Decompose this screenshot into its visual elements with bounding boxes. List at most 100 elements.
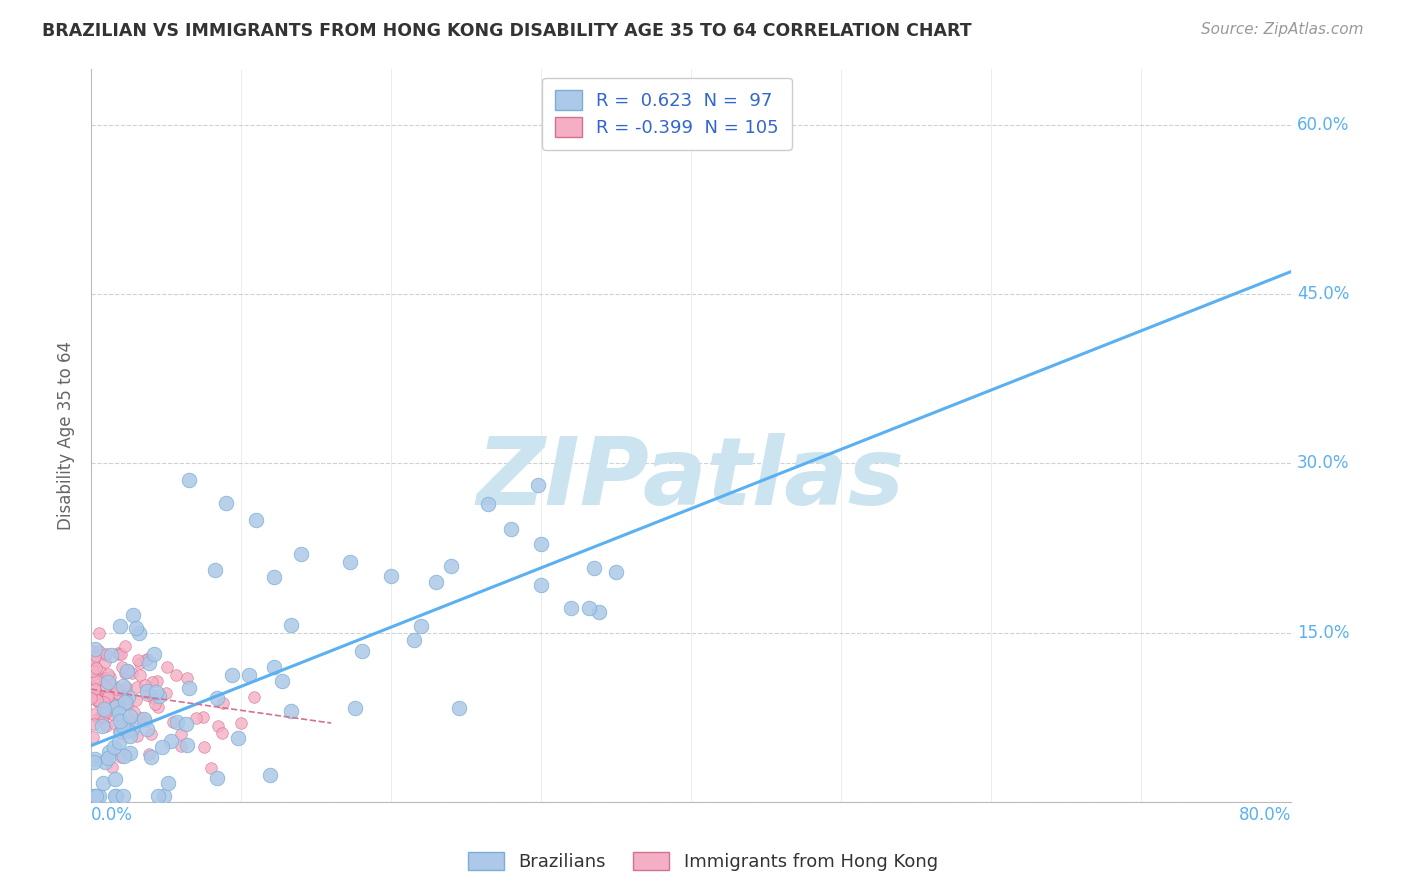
Point <box>91 776 114 790</box>
Point <box>101 760 124 774</box>
Point <box>226 731 249 745</box>
Point <box>191 710 214 724</box>
Point <box>97 689 120 703</box>
Text: 45.0%: 45.0% <box>1296 285 1350 303</box>
Point <box>121 723 143 737</box>
Text: 30.0%: 30.0% <box>1296 455 1350 473</box>
Point <box>80 691 103 706</box>
Point <box>108 619 131 633</box>
Point <box>114 695 136 709</box>
Point <box>118 714 141 729</box>
Point <box>83 717 105 731</box>
Point <box>117 724 139 739</box>
Point <box>204 563 226 577</box>
Point <box>94 655 117 669</box>
Point <box>238 667 260 681</box>
Point <box>93 671 115 685</box>
Point <box>114 639 136 653</box>
Point <box>115 717 138 731</box>
Point <box>404 632 426 647</box>
Point <box>166 714 188 729</box>
Point <box>114 688 136 702</box>
Point <box>84 661 107 675</box>
Point <box>162 714 184 729</box>
Point <box>343 701 366 715</box>
Point <box>409 619 432 633</box>
Text: BRAZILIAN VS IMMIGRANTS FROM HONG KONG DISABILITY AGE 35 TO 64 CORRELATION CHART: BRAZILIAN VS IMMIGRANTS FROM HONG KONG D… <box>42 22 972 40</box>
Point <box>94 648 117 663</box>
Point <box>104 789 127 804</box>
Point <box>80 643 103 657</box>
Point <box>89 710 111 724</box>
Point <box>125 621 148 635</box>
Point <box>112 789 135 804</box>
Point <box>142 690 165 705</box>
Point <box>94 671 117 685</box>
Point <box>86 691 108 706</box>
Point <box>84 789 107 804</box>
Point <box>86 693 108 707</box>
Point <box>83 707 105 722</box>
Point <box>97 690 120 704</box>
Text: ZIPatlas: ZIPatlas <box>477 434 905 525</box>
Point <box>582 561 605 575</box>
Point <box>83 755 105 769</box>
Point <box>101 706 124 721</box>
Point <box>98 670 121 684</box>
Point <box>93 674 115 689</box>
Point <box>176 738 198 752</box>
Point <box>141 675 163 690</box>
Point <box>110 647 132 661</box>
Point <box>108 694 131 708</box>
Point <box>97 667 120 681</box>
Point <box>117 664 139 678</box>
Point <box>530 578 553 592</box>
Point <box>290 547 312 561</box>
Point <box>155 686 177 700</box>
Point <box>127 653 149 667</box>
Point <box>170 727 193 741</box>
Point <box>110 750 132 764</box>
Point <box>91 709 114 723</box>
Text: 80.0%: 80.0% <box>1239 805 1291 823</box>
Point <box>207 771 229 785</box>
Point <box>425 574 447 589</box>
Point <box>107 647 129 661</box>
Point <box>91 706 114 720</box>
Point <box>105 686 128 700</box>
Point <box>89 693 111 707</box>
Point <box>270 674 292 689</box>
Point <box>87 690 110 705</box>
Point <box>135 653 157 667</box>
Point <box>103 739 125 754</box>
Point <box>82 668 104 682</box>
Point <box>143 697 166 711</box>
Point <box>82 664 104 678</box>
Point <box>186 711 208 725</box>
Point <box>82 661 104 675</box>
Point <box>146 673 169 688</box>
Point <box>118 709 141 723</box>
Point <box>111 660 134 674</box>
Point <box>105 681 128 696</box>
Point <box>215 496 238 510</box>
Point <box>146 700 169 714</box>
Point <box>100 648 122 663</box>
Point <box>205 691 228 706</box>
Point <box>125 693 148 707</box>
Point <box>115 664 138 678</box>
Point <box>94 706 117 721</box>
Point <box>159 733 181 747</box>
Point <box>350 644 373 658</box>
Point <box>499 522 522 536</box>
Point <box>84 648 107 663</box>
Text: 0.0%: 0.0% <box>91 805 134 823</box>
Y-axis label: Disability Age 35 to 64: Disability Age 35 to 64 <box>58 341 75 530</box>
Point <box>118 746 141 760</box>
Point <box>121 666 143 681</box>
Legend: Brazilians, Immigrants from Hong Kong: Brazilians, Immigrants from Hong Kong <box>461 845 945 879</box>
Point <box>110 711 132 725</box>
Point <box>84 690 107 704</box>
Point <box>339 555 361 569</box>
Point <box>96 674 118 689</box>
